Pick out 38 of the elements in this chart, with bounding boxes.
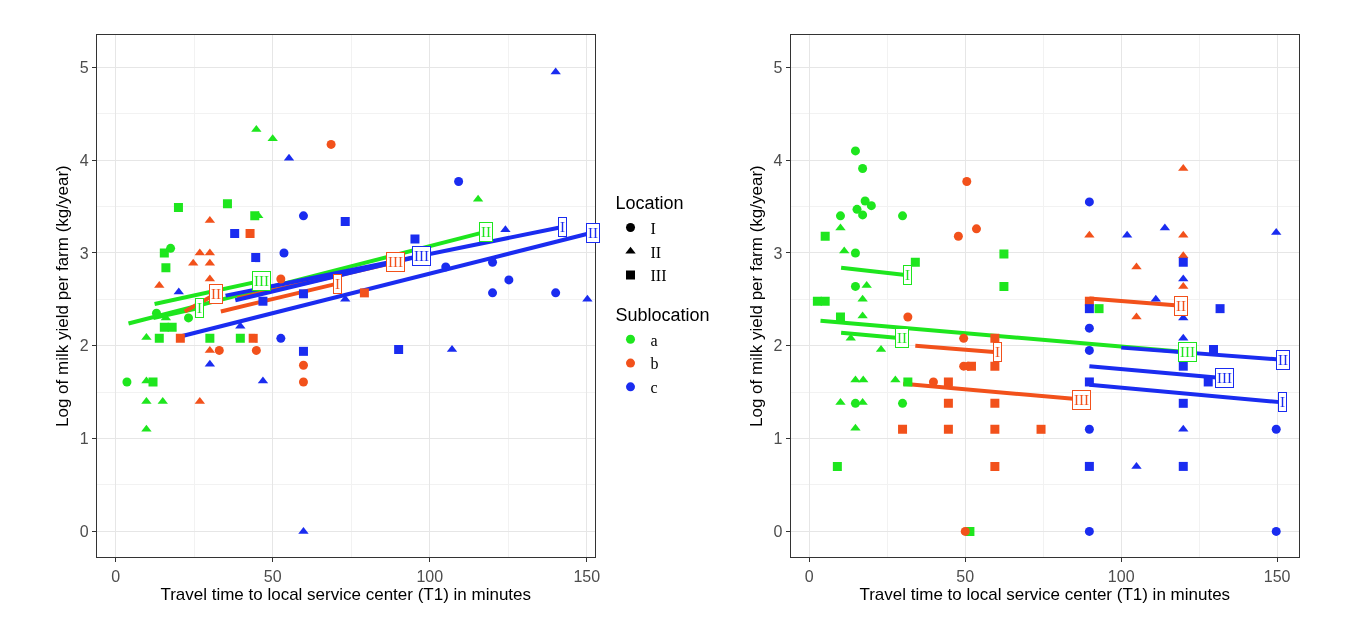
series-label: III	[1180, 344, 1195, 360]
y-axis-title: Log of milk yield per farm (kg/year)	[53, 165, 73, 427]
y-tick-label: 3	[79, 244, 89, 262]
legend-label: a	[650, 331, 658, 349]
y-axis-title: Log of milk yield per farm (kg/year)	[747, 165, 767, 427]
legend-label: b	[650, 355, 659, 373]
series-label: III	[1217, 370, 1232, 386]
y-tick-label: 1	[79, 430, 89, 448]
series-label: III	[1074, 392, 1089, 408]
legend-label: c	[650, 379, 658, 397]
series-label: III	[254, 273, 269, 289]
text: Location	[615, 193, 684, 214]
x-tick-label: 50	[263, 567, 282, 585]
x-tick-label: 100	[416, 567, 444, 585]
x-tick-label: 50	[956, 567, 975, 585]
series-label: III	[414, 248, 429, 264]
y-tick-label: 0	[79, 522, 89, 540]
x-tick-label: 150	[573, 567, 601, 585]
x-tick-label: 0	[804, 567, 814, 585]
text: III	[650, 267, 667, 285]
y-tick-label: 1	[773, 430, 783, 448]
series-label: III	[388, 254, 403, 270]
y-tick-label: 4	[773, 151, 783, 169]
y-tick-label: 2	[79, 337, 89, 355]
x-axis-title: Travel time to local service center (T1) in minutes	[160, 584, 532, 604]
x-tick-label: 150	[1263, 567, 1291, 585]
text: Sublocation	[615, 305, 710, 326]
y-tick-label: 5	[79, 58, 89, 76]
text: I	[650, 219, 656, 237]
x-tick-label: 100	[1107, 567, 1135, 585]
y-tick-label: 2	[773, 337, 783, 355]
y-tick-label: 0	[773, 522, 783, 540]
x-axis-title: Travel time to local service center (T1) in minutes	[859, 584, 1231, 604]
y-tick-label: 5	[773, 58, 783, 76]
text: II	[650, 243, 662, 261]
y-tick-label: 4	[79, 151, 89, 169]
x-tick-label: 0	[111, 567, 121, 585]
y-tick-label: 3	[773, 244, 783, 262]
